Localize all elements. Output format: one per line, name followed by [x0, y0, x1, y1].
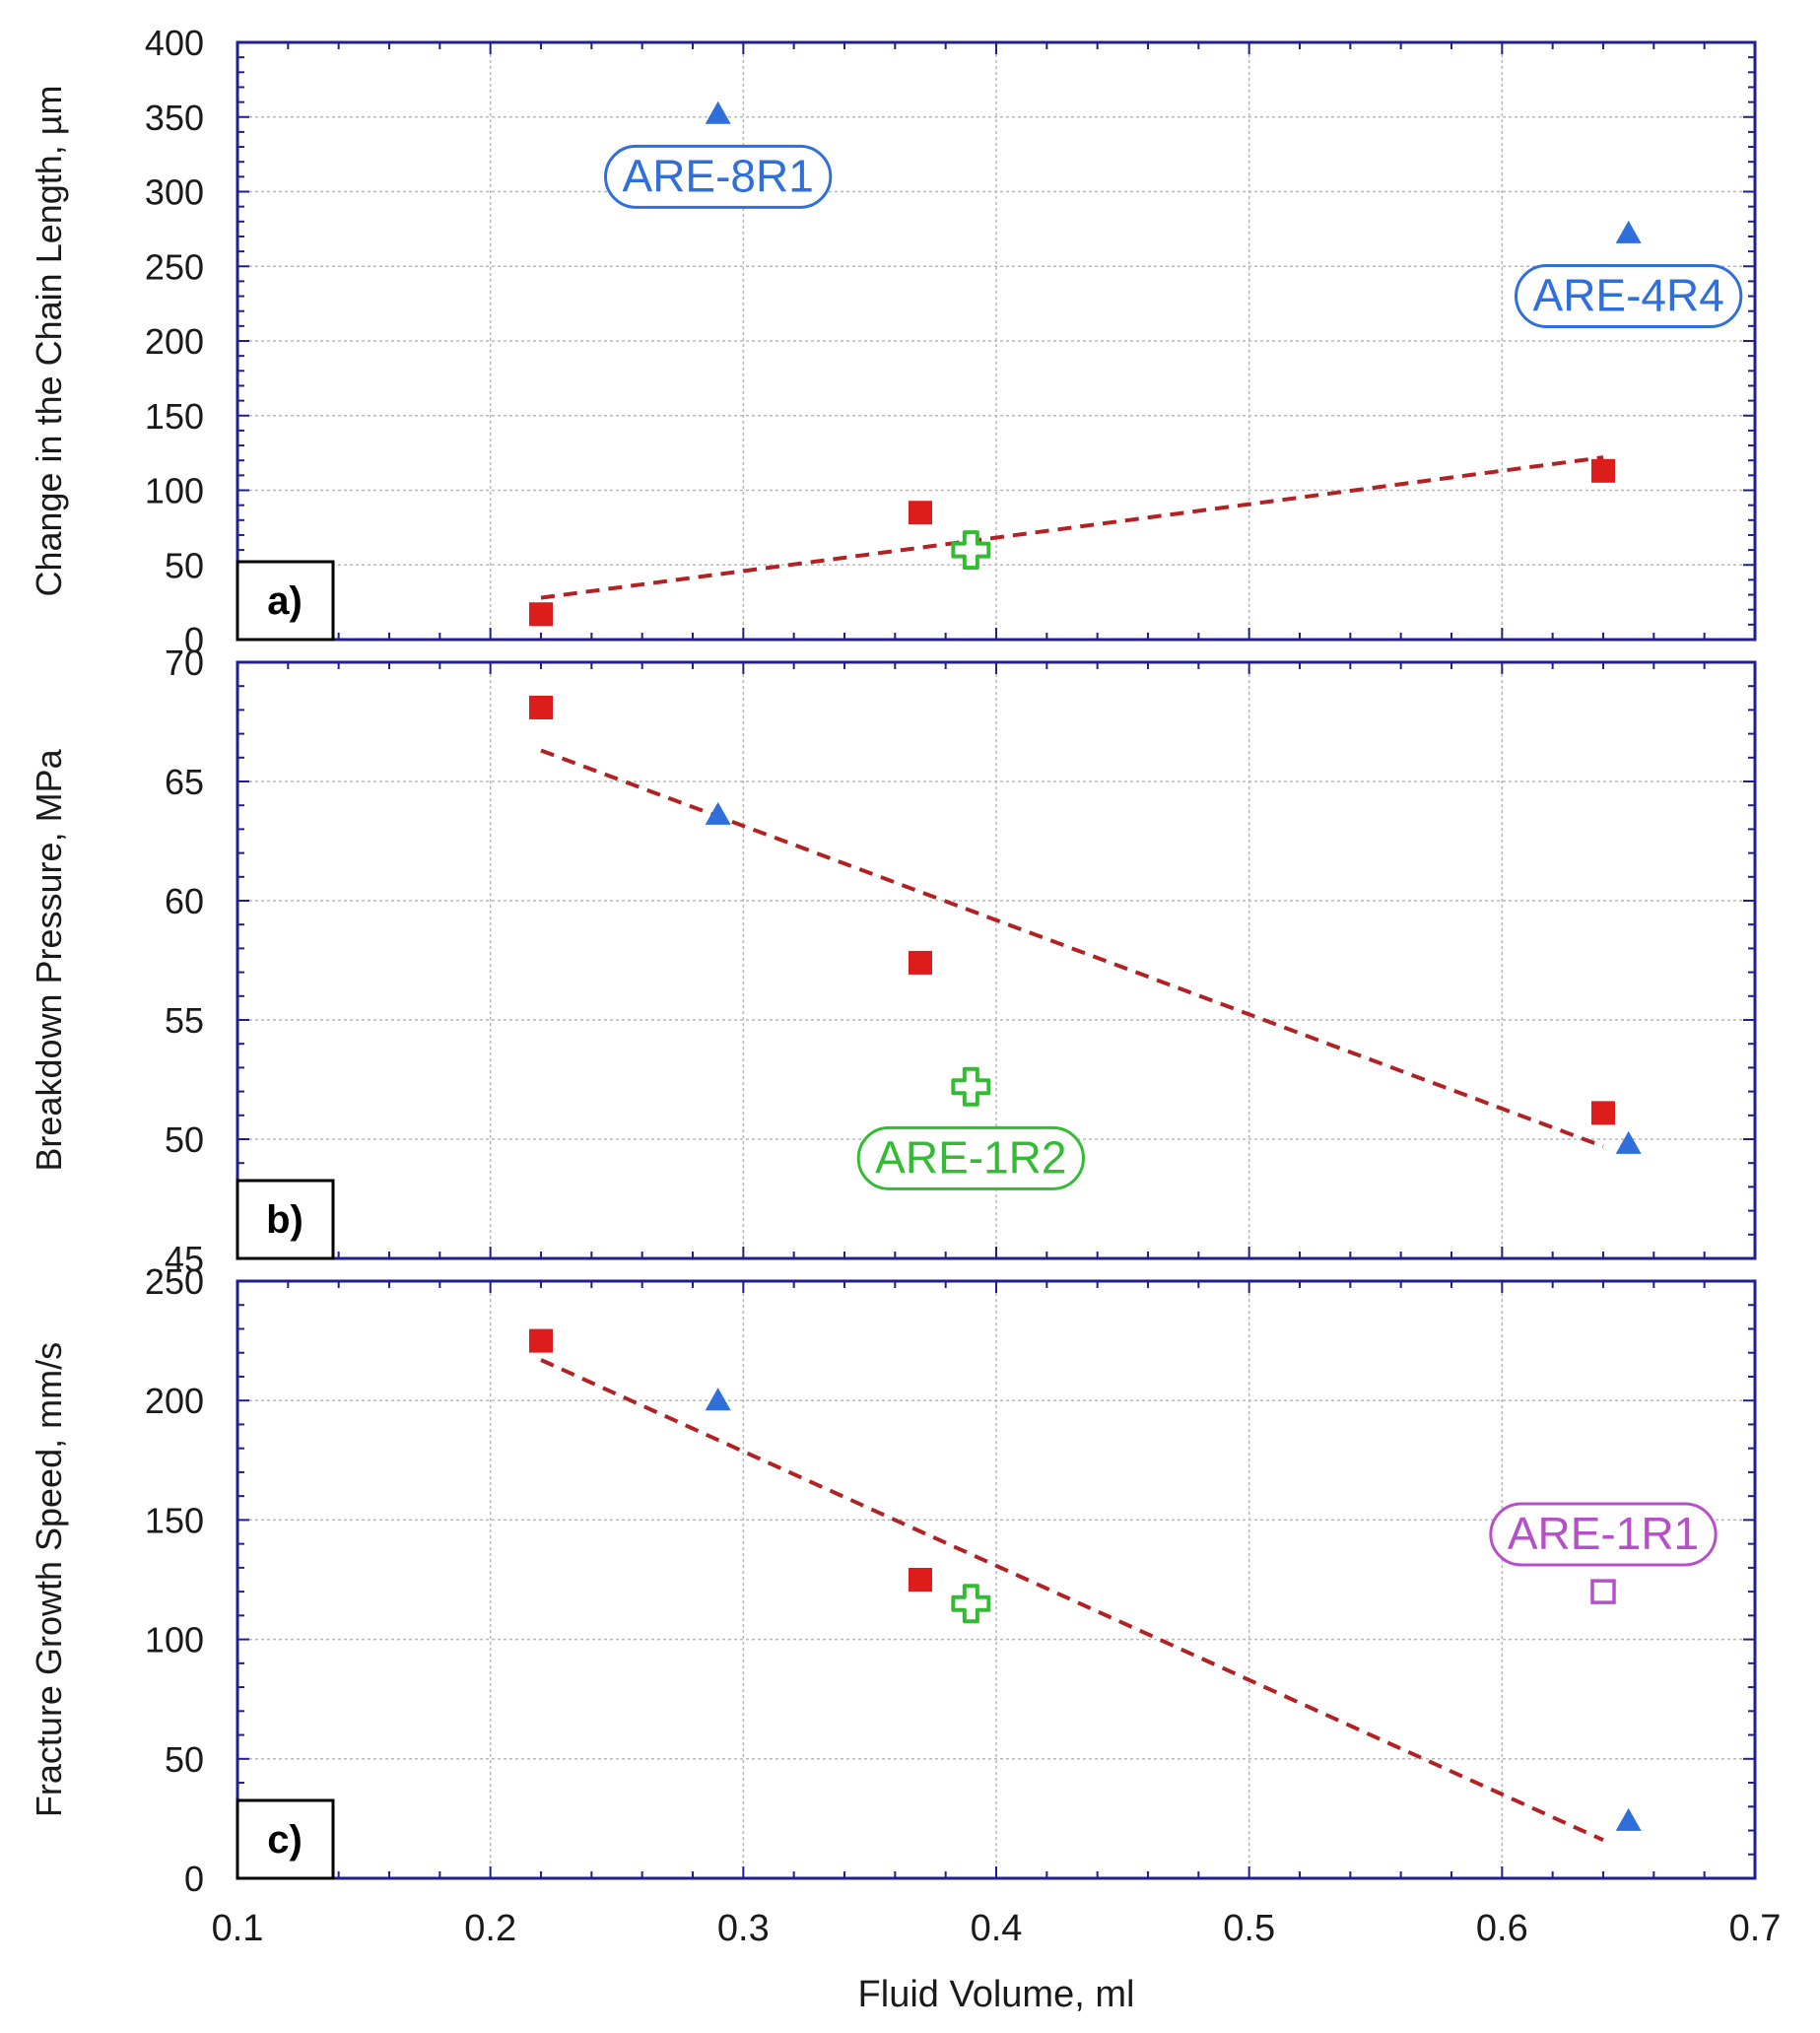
label-are-8r1: ARE-8R1 — [623, 150, 814, 201]
data-point-square — [529, 1328, 553, 1353]
x-tick-label: 0.7 — [1729, 1908, 1782, 1949]
panel-a-markers — [529, 101, 1642, 627]
panel-a-ytick-label: 300 — [145, 172, 204, 213]
panel-b-frame — [236, 660, 1757, 1260]
panel-c-ylabel: Fracture Growth Speed, mm/s — [29, 1342, 69, 1817]
data-point-square — [909, 1568, 932, 1592]
panel-b-ytick-label: 70 — [165, 643, 204, 683]
data-point-triangle — [1615, 220, 1642, 243]
data-point-square — [529, 695, 553, 719]
x-tick-label: 0.1 — [212, 1908, 264, 1949]
x-tick-labels: 0.1 0.2 0.3 0.4 0.5 0.6 0.7 — [212, 1908, 1782, 1949]
x-tick-label: 0.3 — [717, 1908, 770, 1949]
x-tick-label: 0.6 — [1476, 1908, 1528, 1949]
data-point-triangle — [705, 801, 731, 825]
data-point-cross — [951, 530, 991, 571]
panel-a-ytick-label: 100 — [145, 471, 204, 511]
panel-a-ytick-label: 50 — [165, 545, 204, 585]
panel-b-ytick-label: 55 — [165, 1000, 204, 1041]
panel-a-ytick-labels: 0 50 100 150 200 250 300 350 400 — [145, 23, 204, 660]
label-are-1r1-outline — [1489, 1502, 1718, 1567]
data-point-triangle — [1615, 1807, 1642, 1831]
panel-c-label: c) — [267, 1818, 303, 1862]
panel-c: 0 50 100 150 200 250 Fracture Growth Speed, m… — [29, 1261, 1757, 1899]
label-are-4r4-outline — [1515, 264, 1743, 329]
label-are-1r1: ARE-1R1 — [1508, 1508, 1699, 1559]
panel-c-ytick-label: 50 — [165, 1739, 204, 1780]
panel-c-frame — [236, 1279, 1757, 1880]
panel-b-ytick-labels: 45 50 55 60 65 70 — [165, 643, 204, 1279]
data-point-cross — [951, 1066, 991, 1107]
panel-a-label: a) — [267, 579, 303, 623]
panel-b-ytick-label: 60 — [165, 881, 204, 921]
panel-b-markers — [529, 695, 1642, 1154]
panel-b-annotations: ARE-1R2 — [856, 1125, 1085, 1190]
label-are-8r1-outline — [604, 144, 833, 209]
panel-b-ytick-label: 65 — [165, 762, 204, 802]
panel-a-frame — [236, 40, 1757, 642]
data-point-square — [1591, 458, 1615, 483]
panel-c-markers — [529, 1328, 1642, 1831]
panel-a-ytick-label: 200 — [145, 321, 204, 362]
x-axis-label: Fluid Volume, ml — [858, 1974, 1135, 2015]
panel-b-label: b) — [266, 1198, 303, 1242]
panel-c-ytick-label: 150 — [145, 1500, 204, 1540]
panel-c-trendline — [540, 1358, 1604, 1843]
label-are-4r4: ARE-4R4 — [1533, 270, 1724, 321]
panel-a-label-box — [236, 560, 335, 642]
panel-c-ytick-labels: 0 50 100 150 200 250 — [145, 1261, 204, 1899]
data-point-triangle — [1615, 1130, 1642, 1154]
panel-a-ytick-label: 0 — [184, 620, 204, 660]
panel-a-ytick-label: 250 — [145, 246, 204, 287]
panel-c-ytick-label: 200 — [145, 1381, 204, 1421]
x-tick-label: 0.5 — [1223, 1908, 1275, 1949]
panel-b-ytick-label: 45 — [165, 1239, 204, 1279]
label-are-1r2: ARE-1R2 — [875, 1131, 1066, 1183]
panel-a-annotations: ARE-8R1 ARE-4R4 — [604, 144, 1743, 329]
data-point-triangle — [705, 101, 731, 124]
panel-a-ytick-label: 350 — [145, 98, 204, 138]
panel-c-annotations: ARE-1R1 — [1489, 1502, 1718, 1567]
panel-b-ytick-label: 50 — [165, 1119, 204, 1160]
panel-c-label-box — [236, 1798, 335, 1880]
x-tick-label: 0.2 — [464, 1908, 516, 1949]
panel-c-ytick-label: 250 — [145, 1261, 204, 1302]
panel-c-ytick-label: 100 — [145, 1620, 204, 1660]
data-point-square — [1591, 1101, 1615, 1125]
data-point-square — [909, 950, 932, 975]
panel-a: 0 50 100 150 200 250 300 350 400 Change in the C… — [29, 23, 1757, 660]
panel-b-ylabel: Breakdown Pressure, MPa — [29, 748, 69, 1171]
data-point-cross — [951, 1584, 991, 1624]
panel-a-ytick-label: 400 — [145, 23, 204, 63]
label-are-1r2-outline — [856, 1125, 1085, 1190]
panel-b: 45 50 55 60 65 70 Breakdown Pressure, MPa ARE… — [29, 643, 1757, 1279]
panel-c-ytick-label: 0 — [184, 1859, 204, 1899]
panel-a-ytick-label: 150 — [145, 396, 204, 437]
panel-a-trendline — [540, 455, 1604, 600]
panel-a-ylabel: Change in the Chain Length, µm — [29, 85, 69, 596]
panel-b-label-box — [236, 1179, 335, 1260]
panel-c-grid — [236, 1280, 1756, 1879]
data-point-square — [909, 501, 932, 525]
data-point-triangle — [705, 1388, 731, 1411]
data-point-open-square — [1590, 1579, 1616, 1604]
x-tick-label: 0.4 — [971, 1908, 1023, 1949]
data-point-square — [529, 602, 553, 627]
